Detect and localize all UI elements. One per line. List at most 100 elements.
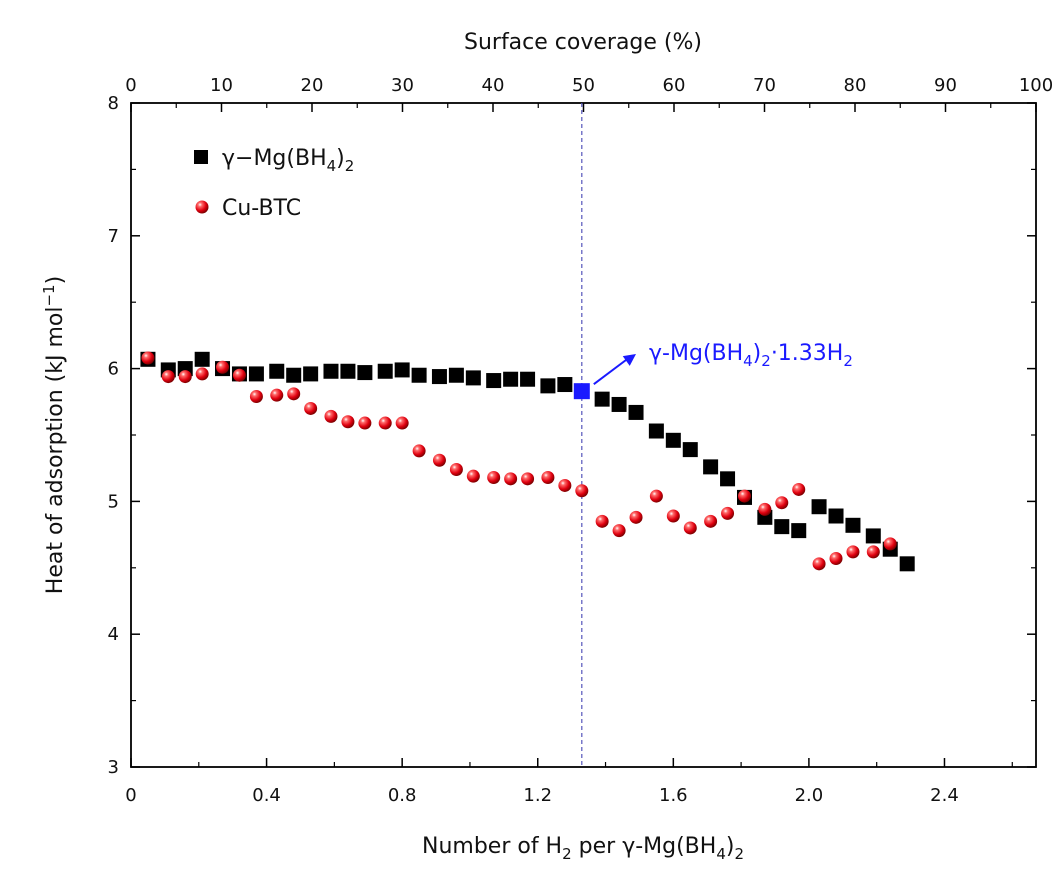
x-axis-title: Number of H2 per γ-Mg(BH4)2	[422, 834, 744, 863]
data-point-mg-bh4	[340, 363, 356, 379]
top-tick-label: 50	[572, 75, 595, 96]
data-point-mg-bh4	[286, 367, 302, 383]
data-point-mg-bh4	[811, 499, 827, 515]
data-point-cu-btc	[216, 360, 230, 374]
data-point-cu-btc	[683, 521, 697, 535]
data-point-cu-btc	[738, 489, 752, 503]
data-point-mg-bh4	[520, 371, 536, 387]
data-point-cu-btc	[612, 524, 626, 538]
top-tick-label: 20	[301, 75, 324, 96]
data-point-cu-btc	[846, 545, 860, 559]
data-point-mg-bh4	[248, 366, 264, 382]
data-point-mg-bh4	[703, 459, 719, 475]
y-tick-label: 7	[108, 226, 119, 247]
data-point-cu-btc	[558, 478, 572, 492]
series-cu-btc	[141, 351, 897, 571]
data-point-cu-btc	[324, 409, 338, 423]
data-point-mg-bh4	[269, 363, 285, 379]
data-point-mg-bh4	[411, 367, 427, 383]
annotation-arrow	[593, 356, 631, 385]
data-point-mg-bh4	[557, 377, 573, 393]
x-tick-label: 1.2	[523, 785, 552, 806]
x-tick-label: 2.4	[930, 785, 959, 806]
data-point-cu-btc	[141, 351, 155, 365]
data-point-mg-bh4	[720, 471, 736, 487]
data-point-cu-btc	[378, 416, 392, 430]
y-axis-ticks: 3 4 5 6 7 8	[108, 93, 1036, 778]
legend-marker-cu-btc	[195, 200, 209, 214]
data-point-mg-bh4	[323, 363, 339, 379]
top-tick-label: 80	[844, 75, 867, 96]
data-point-mg-bh4	[774, 519, 790, 535]
data-point-cu-btc	[178, 370, 192, 384]
legend-marker-mg-bh4	[194, 150, 208, 164]
data-point-cu-btc	[521, 472, 535, 486]
data-point-mg-bh4	[503, 371, 519, 387]
top-tick-label: 70	[753, 75, 776, 96]
data-point-cu-btc	[649, 489, 663, 503]
highlight-point	[573, 383, 590, 400]
data-point-cu-btc	[449, 463, 463, 477]
data-point-cu-btc	[287, 387, 301, 401]
data-point-mg-bh4	[828, 508, 844, 524]
data-point-cu-btc	[412, 444, 426, 458]
annotation-arrowhead	[622, 354, 636, 366]
data-point-cu-btc	[466, 469, 480, 483]
x-tick-label: 0.8	[388, 785, 417, 806]
x-tick-label: 1.6	[659, 785, 688, 806]
legend: γ−Mg(BH4)2 Cu-BTC	[194, 146, 354, 221]
top-tick-label: 60	[663, 75, 686, 96]
data-point-mg-bh4	[865, 528, 881, 544]
data-point-cu-btc	[775, 496, 789, 510]
data-point-cu-btc	[341, 415, 355, 429]
x-tick-label: 0	[125, 785, 136, 806]
data-point-mg-bh4	[431, 369, 447, 385]
data-point-cu-btc	[704, 514, 718, 528]
top-tick-label: 10	[210, 75, 233, 96]
data-point-cu-btc	[249, 389, 263, 403]
data-point-mg-bh4	[845, 517, 861, 533]
data-point-cu-btc	[666, 509, 680, 523]
data-point-cu-btc	[232, 368, 246, 382]
top-tick-label: 90	[934, 75, 957, 96]
data-point-cu-btc	[866, 545, 880, 559]
x-tick-label: 2.0	[795, 785, 824, 806]
x-axis-ticks: 0 0.4 0.8 1.2 1.6 2.0 2.4	[125, 758, 1013, 806]
data-point-mg-bh4	[465, 370, 481, 386]
data-point-mg-bh4	[377, 363, 393, 379]
series-mg-bh4	[140, 351, 915, 572]
top-tick-label: 40	[482, 75, 505, 96]
data-point-mg-bh4	[628, 404, 644, 420]
y-tick-label: 5	[108, 491, 119, 512]
data-point-mg-bh4	[448, 367, 464, 383]
data-point-cu-btc	[541, 470, 555, 484]
data-point-cu-btc	[195, 367, 209, 381]
data-point-cu-btc	[161, 370, 175, 384]
legend-label-mg-bh4: γ−Mg(BH4)2	[222, 146, 354, 175]
data-point-mg-bh4	[899, 556, 915, 572]
data-point-mg-bh4	[394, 362, 410, 378]
data-point-cu-btc	[358, 416, 372, 430]
y-tick-label: 3	[108, 757, 119, 778]
data-point-cu-btc	[395, 416, 409, 430]
y-tick-label: 6	[108, 359, 119, 380]
data-point-cu-btc	[504, 472, 518, 486]
top-tick-label: 0	[125, 75, 136, 96]
data-point-mg-bh4	[665, 432, 681, 448]
data-point-cu-btc	[304, 401, 318, 415]
data-point-cu-btc	[487, 470, 501, 484]
data-point-cu-btc	[595, 514, 609, 528]
data-point-cu-btc	[629, 510, 643, 524]
data-point-mg-bh4	[357, 365, 373, 381]
data-point-mg-bh4	[303, 366, 319, 382]
data-point-mg-bh4	[611, 396, 627, 412]
y-tick-label: 4	[108, 624, 119, 645]
data-point-cu-btc	[432, 453, 446, 467]
top-tick-label: 30	[391, 75, 414, 96]
legend-label-cu-btc: Cu-BTC	[222, 196, 301, 221]
data-point-cu-btc	[883, 537, 897, 551]
data-point-mg-bh4	[648, 423, 664, 439]
data-point-cu-btc	[758, 502, 772, 516]
y-axis-title: Heat of adsorption (kJ mol−1)	[40, 276, 68, 594]
